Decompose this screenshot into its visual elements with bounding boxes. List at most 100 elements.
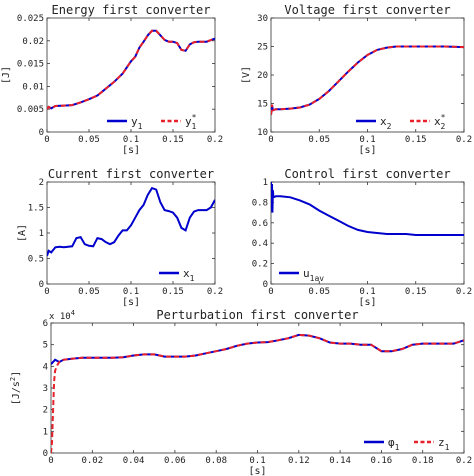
series-line-1 bbox=[271, 45, 464, 115]
y-tick-label: 0.6 bbox=[252, 219, 268, 229]
legend-label: z1 bbox=[438, 436, 450, 452]
legend: u1av bbox=[277, 265, 343, 283]
x-tick-label: 0.15 bbox=[405, 287, 427, 297]
legend: x1 bbox=[157, 265, 213, 283]
x-tick-label: 0.1 bbox=[123, 287, 139, 297]
y-tick-label: 0 bbox=[43, 449, 48, 459]
legend-box bbox=[105, 113, 213, 129]
y-tick-label: 1 bbox=[43, 427, 48, 437]
series-line-1 bbox=[47, 186, 215, 257]
x-tick-label: 0.18 bbox=[412, 456, 434, 466]
chart-panel-3: Current first converter 0 0.05 0.1 0.15 0.2 0 0… bbox=[17, 167, 223, 308]
y-tick-label: 0 bbox=[39, 128, 44, 138]
y-tick-label: 4 bbox=[43, 362, 48, 372]
y-tick-label: 0.01 bbox=[22, 82, 44, 92]
y-tick-label: 5 bbox=[43, 341, 48, 351]
y-tick-label: 0.8 bbox=[252, 198, 268, 208]
y-tick-label: 20 bbox=[257, 71, 268, 81]
chart-panel-2: Voltage first converter 0 0.05 0.1 0.15 0.2 10… bbox=[241, 3, 472, 156]
y-tick-label: 0.015 bbox=[17, 60, 44, 70]
x-tick-label: 0.1 bbox=[249, 456, 265, 466]
x-tick-label: 0 bbox=[48, 456, 53, 466]
y-tick-label: 0.025 bbox=[17, 14, 44, 24]
x-tick-label: 0.2 bbox=[456, 135, 472, 145]
legend-label: x* 2 bbox=[434, 113, 446, 131]
legend-label: x1 bbox=[183, 267, 195, 283]
x-axis-label: [s] bbox=[358, 297, 376, 308]
chart-title: Perturbation first converter bbox=[156, 308, 358, 322]
y-tick-label: 1 bbox=[263, 178, 268, 188]
x-tick-label: 0.1 bbox=[359, 287, 375, 297]
y-tick-label: 0 bbox=[39, 280, 44, 290]
legend: x2 x* 2 bbox=[354, 113, 462, 131]
y-tick-label: 3 bbox=[43, 384, 48, 394]
legend: y1 y* 1 bbox=[105, 113, 213, 131]
chart-title: Energy first converter bbox=[52, 3, 211, 17]
x-tick-label: 0.02 bbox=[81, 456, 103, 466]
x-tick-label: 0.2 bbox=[207, 287, 223, 297]
y-axis-label: [J/s2] bbox=[9, 371, 22, 405]
x-tick-label: 0.15 bbox=[162, 135, 184, 145]
x-tick-label: 0 bbox=[268, 287, 273, 297]
y-tick-label: 0.2 bbox=[252, 260, 268, 270]
x-tick-label: 0 bbox=[268, 135, 273, 145]
chart-panel-4: Control first converter 0 0.05 0.1 0.15 0.2 0 0… bbox=[252, 167, 472, 308]
chart-title: Current first converter bbox=[48, 167, 214, 181]
legend-label: φ1 bbox=[388, 436, 400, 452]
legend: φ1 z1 bbox=[362, 434, 462, 452]
y-tick-label: 1 bbox=[39, 229, 44, 239]
x-tick-label: 0 bbox=[44, 135, 49, 145]
chart-panel-1: Energy first converter 0 0.05 0.1 0.15 0.2 0 0.… bbox=[1, 3, 223, 156]
y-tick-label: 2 bbox=[39, 178, 44, 188]
legend-label: y* 1 bbox=[185, 113, 197, 131]
y-tick-label: 0.02 bbox=[22, 37, 44, 47]
x-tick-label: 0.15 bbox=[162, 287, 184, 297]
x-tick-label: 0.05 bbox=[78, 135, 100, 145]
legend-box bbox=[277, 265, 343, 281]
x-axis-label: [s] bbox=[122, 297, 140, 308]
series-line-2 bbox=[47, 29, 215, 110]
chart-title: Voltage first converter bbox=[284, 3, 450, 17]
x-tick-label: 0.12 bbox=[288, 456, 310, 466]
y-tick-label: 2 bbox=[43, 406, 48, 416]
y-tick-label: 30 bbox=[257, 14, 268, 24]
legend-box bbox=[362, 434, 462, 450]
y-tick-label: 6 bbox=[43, 319, 48, 329]
series-line-2 bbox=[271, 45, 464, 115]
y-tick-label: 25 bbox=[257, 43, 268, 53]
x-tick-label: 0.14 bbox=[329, 456, 351, 466]
x-tick-label: 0.16 bbox=[371, 456, 393, 466]
x-tick-label: 0.15 bbox=[405, 135, 427, 145]
x-tick-label: 0.1 bbox=[123, 135, 139, 145]
legend-label: u1av bbox=[303, 267, 324, 283]
legend-label: y1 bbox=[131, 115, 143, 131]
legend-box bbox=[354, 113, 462, 129]
x-tick-label: 0.04 bbox=[123, 456, 145, 466]
x-tick-label: 0.08 bbox=[205, 456, 227, 466]
x-tick-label: 0.06 bbox=[164, 456, 186, 466]
x-tick-label: 0.05 bbox=[78, 287, 100, 297]
x-tick-label: 0.1 bbox=[359, 135, 375, 145]
y-axis-label: [J] bbox=[1, 66, 12, 84]
x-axis-label: [s] bbox=[358, 145, 376, 156]
chart-panel-5: Perturbation first converter 0 0.02 0.04 0.0… bbox=[9, 308, 472, 476]
x-tick-label: 0.2 bbox=[207, 135, 223, 145]
y-tick-label: 0 bbox=[263, 280, 268, 290]
legend-label: x2 bbox=[380, 115, 392, 131]
x-tick-label: 0.05 bbox=[308, 135, 330, 145]
chart-title: Control first converter bbox=[284, 167, 450, 181]
x-tick-label: 0.2 bbox=[456, 287, 472, 297]
y-tick-label: 10 bbox=[257, 128, 268, 138]
x-tick-label: 0.2 bbox=[456, 456, 472, 466]
legend-box bbox=[157, 265, 213, 281]
y-tick-label: 0.5 bbox=[28, 255, 44, 265]
y-axis-label: [A] bbox=[17, 224, 28, 242]
x-axis-label: [s] bbox=[122, 145, 140, 156]
x-axis-label: [s] bbox=[248, 466, 266, 476]
y-tick-label: 1.5 bbox=[28, 204, 44, 214]
x-tick-label: 0 bbox=[44, 287, 49, 297]
y-tick-label: 0.4 bbox=[252, 239, 268, 249]
series-line-1 bbox=[271, 182, 464, 236]
y-tick-label: 0.005 bbox=[17, 105, 44, 115]
